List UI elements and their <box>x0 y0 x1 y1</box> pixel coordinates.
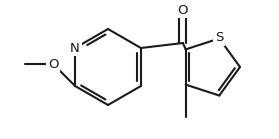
Text: O: O <box>178 3 188 17</box>
Text: O: O <box>48 58 58 70</box>
Text: S: S <box>215 31 223 44</box>
Text: N: N <box>70 42 80 54</box>
